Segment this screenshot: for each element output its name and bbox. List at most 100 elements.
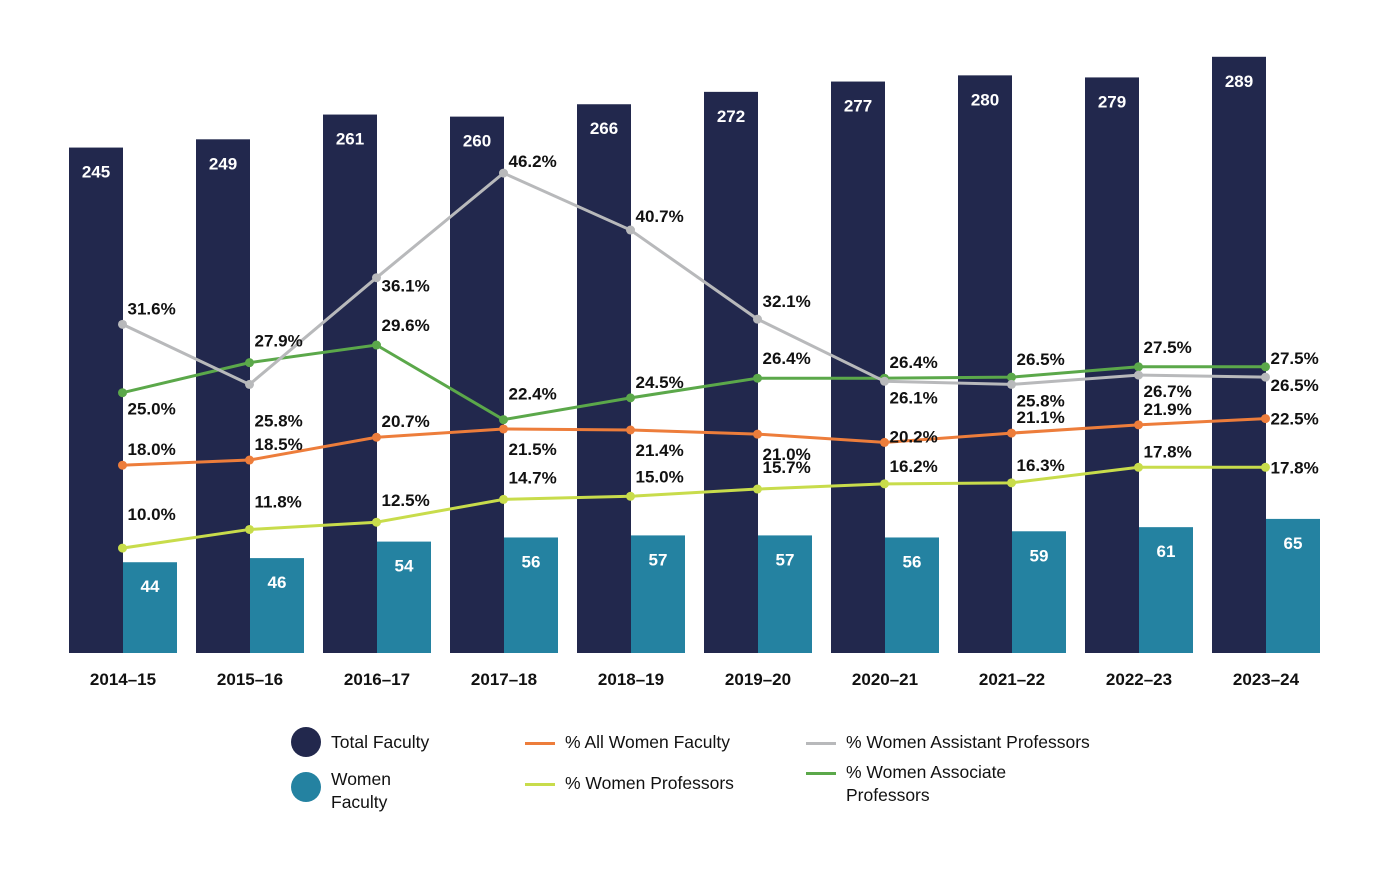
x-tick-label: 2017–18: [471, 670, 537, 689]
bar-label-women-faculty: 65: [1284, 534, 1303, 553]
bar-women-faculty: [631, 535, 685, 653]
x-tick-label: 2023–24: [1233, 670, 1300, 689]
bar-label-total-faculty: 260: [463, 132, 491, 151]
line-data-label: 32.1%: [763, 292, 811, 311]
line-series: [122, 343, 1266, 422]
line-data-label: 40.7%: [636, 207, 684, 226]
bar-label-women-faculty: 44: [141, 577, 160, 596]
bar-women-faculty: [1266, 518, 1320, 653]
line-data-label: 22.4%: [509, 385, 557, 404]
line-data-label: 26.7%: [1144, 382, 1192, 401]
line-point: [499, 168, 508, 178]
line-data-label: 25.8%: [1017, 391, 1065, 410]
x-tick-label: 2019–20: [725, 670, 791, 689]
line-data-label: 21.0%: [763, 445, 811, 464]
line-point: [499, 424, 508, 434]
line-point: [1261, 462, 1270, 472]
line-data-label: 14.7%: [509, 468, 557, 487]
line-point: [753, 429, 762, 439]
line-point: [1007, 372, 1016, 382]
bar-total-faculty: [1085, 77, 1139, 654]
bar-label-total-faculty: 277: [844, 97, 872, 116]
bar-label-women-faculty: 46: [268, 573, 287, 592]
line-point: [118, 543, 127, 553]
line-data-label: 24.5%: [636, 373, 684, 392]
line-point: [372, 273, 381, 283]
line-point: [1134, 370, 1143, 380]
line-point: [626, 425, 635, 435]
x-tick-label: 2018–19: [598, 670, 664, 689]
bar-label-women-faculty: 57: [776, 550, 795, 569]
line-data-label: 18.5%: [255, 435, 303, 454]
bar-label-total-faculty: 289: [1225, 72, 1253, 91]
line-data-label: 26.4%: [890, 353, 938, 372]
line-series: [122, 465, 1266, 550]
line-data-label: 26.1%: [890, 388, 938, 407]
line-data-label: 18.0%: [128, 440, 176, 459]
bar-label-total-faculty: 272: [717, 107, 745, 126]
line-point: [245, 455, 254, 465]
bar-label-women-faculty: 56: [903, 552, 922, 571]
bar-total-faculty: [1212, 56, 1266, 654]
line-point: [372, 432, 381, 442]
line-point: [626, 225, 635, 235]
bar-total-faculty: [69, 147, 123, 653]
x-tick-label: 2015–16: [217, 670, 283, 689]
line-data-label: 26.4%: [763, 349, 811, 368]
x-tick-label: 2014–15: [90, 670, 156, 689]
bar-total-faculty: [323, 114, 377, 653]
bar-label-women-faculty: 61: [1157, 542, 1176, 561]
bar-total-faculty: [958, 75, 1012, 654]
line-data-label: 12.5%: [382, 491, 430, 510]
bar-women-faculty: [758, 535, 812, 653]
line-data-label: 21.9%: [1144, 400, 1192, 419]
line-point: [499, 494, 508, 504]
line-data-label: 20.2%: [890, 427, 938, 446]
bar-women-faculty: [1012, 531, 1066, 653]
line-data-label: 16.3%: [1017, 456, 1065, 475]
bar-women-faculty: [250, 558, 304, 653]
line-data-label: 16.2%: [890, 457, 938, 476]
bar-label-women-faculty: 59: [1030, 546, 1049, 565]
line-point: [1261, 372, 1270, 382]
line-data-label: 27.5%: [1271, 349, 1319, 368]
line-point: [372, 517, 381, 527]
line-data-label: 36.1%: [382, 277, 430, 296]
line-data-label: 27.5%: [1144, 338, 1192, 357]
bar-total-faculty: [704, 91, 758, 653]
line-data-label: 20.7%: [382, 412, 430, 431]
x-tick-label: 2021–22: [979, 670, 1045, 689]
line-point: [1261, 414, 1270, 424]
line-data-label: 46.2%: [509, 152, 557, 171]
bar-total-faculty: [577, 104, 631, 653]
bar-women-faculty: [123, 562, 177, 653]
bar-label-total-faculty: 266: [590, 119, 618, 138]
line-data-label: 29.6%: [382, 316, 430, 335]
line-point: [880, 437, 889, 447]
line-data-label: 25.0%: [128, 400, 176, 419]
x-tick-label: 2022–23: [1106, 670, 1172, 689]
bar-label-total-faculty: 261: [336, 130, 364, 149]
bar-women-faculty: [1139, 527, 1193, 653]
bar-label-total-faculty: 249: [209, 154, 237, 173]
line-point: [372, 340, 381, 350]
line-data-label: 11.8%: [255, 492, 302, 511]
line-point: [626, 491, 635, 501]
line-point: [1007, 428, 1016, 438]
line-data-label: 22.5%: [1271, 410, 1319, 429]
bar-label-women-faculty: 56: [522, 552, 541, 571]
line-data-label: 26.5%: [1017, 350, 1065, 369]
line-point: [118, 460, 127, 470]
bar-label-total-faculty: 280: [971, 90, 999, 109]
line-data-label: 15.7%: [763, 458, 811, 477]
line-point: [1134, 462, 1143, 472]
bar-women-faculty: [377, 541, 431, 653]
line-point: [245, 358, 254, 368]
line-data-label: 17.8%: [1271, 458, 1319, 477]
line-point: [1134, 362, 1143, 372]
x-tick-label: 2020–21: [852, 670, 918, 689]
line-point: [1007, 379, 1016, 389]
bar-label-women-faculty: 54: [395, 557, 414, 576]
line-point: [118, 388, 127, 398]
